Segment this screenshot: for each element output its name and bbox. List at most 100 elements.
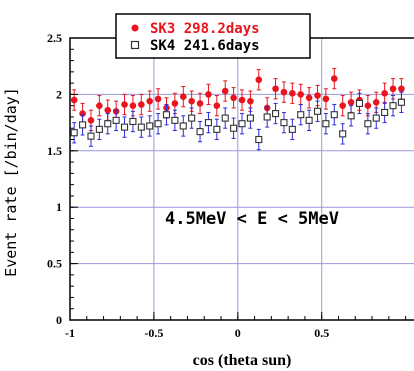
ticks: -1 -0.5 0 0.5 0 0.5 1 1.5 2 2.5 [47,31,407,340]
data-point [230,124,238,132]
plot-frame [69,37,414,321]
data-point [322,120,330,128]
data-point [79,110,86,117]
x-tick-label: 0 [235,326,241,340]
x-tick-label: 0.5 [314,326,329,340]
data-point [221,87,229,95]
data-point [289,89,296,97]
data-point [230,94,237,102]
data-point [398,85,405,93]
data-point [129,102,137,109]
data-point [364,102,372,109]
legend-label-sk3: SK3 298.2days [150,21,260,37]
y-axis-title: Event rate [/bin/day] [2,87,20,277]
data-point [255,135,263,144]
y-tick-label: 2.5 [47,31,62,45]
data-layer [70,67,405,151]
data-point [171,100,179,107]
data-point [272,110,280,118]
data-point [263,113,271,121]
data-point [397,98,405,106]
data-point [288,125,296,133]
data-point [381,89,388,97]
x-axis-title: cos (theta sun) [193,352,292,369]
legend: SK3 298.2days SK4 241.6days [115,13,311,59]
data-point [389,85,397,93]
data-point [87,117,95,124]
data-point [305,94,313,102]
x-tick-label: -0.5 [144,326,163,340]
data-point [112,116,120,124]
data-point [104,106,112,114]
series-sk4 [70,91,405,151]
data-point [154,95,162,103]
y-tick-label: 1 [56,200,62,214]
data-point [339,130,347,138]
data-point [322,95,330,103]
y-tick-label: 1.5 [47,144,62,158]
data-point [188,97,195,105]
series-sk3 [70,67,405,131]
data-point [355,99,364,107]
data-point [196,128,204,136]
data-point [171,116,179,124]
data-point [213,102,221,109]
data-point [347,112,355,120]
data-point [96,102,103,109]
data-point [339,102,346,109]
data-point [372,98,380,106]
data-point [162,111,171,119]
data-point [330,111,338,119]
data-point [204,119,212,127]
energy-range-annotation: 4.5MeV < E < 5MeV [165,209,339,229]
y-tick-label: 0.5 [47,257,62,271]
data-point [221,114,229,122]
data-point [79,121,87,129]
data-point [314,92,321,99]
y-tick-label: 2 [56,87,62,101]
data-point [120,123,129,131]
data-point [137,123,145,131]
legend-box [115,13,311,59]
data-point [255,76,263,84]
data-point [381,108,389,116]
data-point [280,119,288,127]
data-point [104,120,112,128]
data-point [297,111,305,119]
data-point [121,101,128,108]
data-point [247,97,254,105]
data-point [238,120,246,128]
legend-marker-sk3 [131,24,139,32]
data-point [364,120,372,128]
data-point [330,75,338,82]
data-point [205,91,212,98]
data-point [372,114,380,122]
grid [70,38,414,320]
data-point [297,91,305,98]
data-point [146,97,154,105]
data-point [313,107,322,115]
data-point [154,120,162,128]
data-point [129,117,137,126]
data-point [280,88,288,96]
data-point [179,122,187,130]
data-point [188,114,196,122]
data-point [389,102,397,110]
y-tick-label: 0 [56,313,62,327]
data-point [70,96,78,104]
legend-label-sk4: SK4 241.6days [150,38,260,54]
data-point [246,114,254,122]
data-point [272,85,279,93]
data-point [95,125,103,133]
data-point [87,132,95,140]
data-point [196,100,204,107]
data-point [70,129,78,137]
data-point [213,125,221,133]
x-tick-label: -1 [65,326,75,340]
data-point [138,101,145,108]
data-point [305,116,313,124]
data-point [238,96,246,104]
legend-marker-sk4 [130,40,140,50]
data-point [347,98,355,106]
